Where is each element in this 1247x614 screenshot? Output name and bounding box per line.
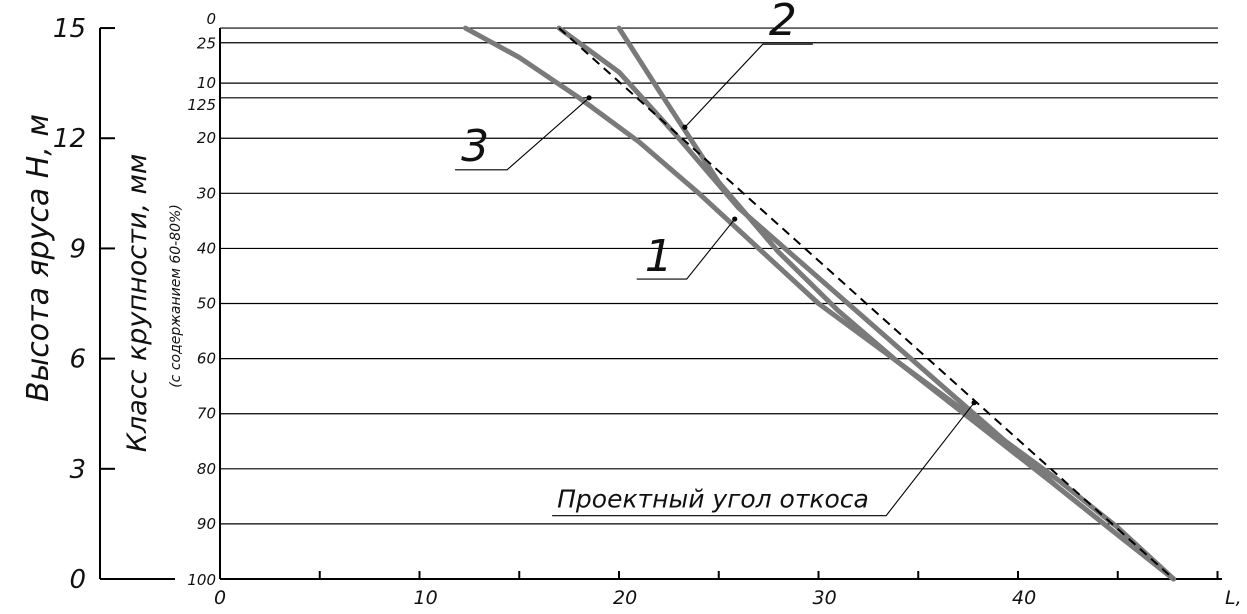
class-tick-label: 20 [197, 129, 216, 147]
height-tick-label: 0 [69, 565, 86, 595]
x-tick-label: 20 [613, 587, 637, 609]
annotation-layer: 1 2 3 Проектный угол откоса [455, 0, 977, 517]
class-tick-label: 60 [197, 350, 216, 368]
class-tick-label: 80 [197, 460, 216, 478]
callout-leader [636, 218, 736, 280]
class-tick-label: 10 [197, 74, 216, 92]
callout-label: 3 [461, 121, 489, 172]
height-axis-label: Высота яруса H, м [21, 114, 56, 402]
class-tick-label: 25 [197, 35, 216, 53]
callout-leader [455, 97, 590, 171]
grid-layer [220, 27, 1218, 525]
height-tick-label: 15 [53, 14, 86, 44]
height-tick-label: 9 [69, 234, 86, 264]
design-slope-line [558, 27, 1175, 580]
class-tick-label: 0 [206, 10, 216, 28]
class-tick-label: 70 [197, 405, 216, 423]
x-axis-label: L, м [1225, 587, 1247, 609]
series-layer [462, 25, 1177, 582]
class-tick-label: 40 [197, 239, 216, 257]
callout-label: Проектный угол откоса [557, 485, 869, 514]
axes-layer [99, 28, 1222, 580]
class-tick-label: 100 [187, 571, 216, 589]
class-axis-sublabel: (с содержанием 60-80%) [168, 204, 184, 388]
height-tick-label: 3 [69, 455, 86, 485]
callout-leader [684, 43, 813, 128]
series-line-3 [462, 25, 1177, 582]
x-tick-label: 40 [1012, 587, 1036, 609]
x-tick-label: 30 [813, 587, 837, 609]
height-tick-label: 6 [69, 345, 86, 375]
class-tick-label: 30 [197, 184, 216, 202]
series-line-2 [616, 25, 1177, 582]
height-tick-label: 12 [53, 124, 86, 154]
class-tick-label: 90 [197, 515, 216, 533]
class-tick-label: 50 [197, 295, 216, 313]
class-tick-label: 125 [187, 96, 216, 114]
callout-leader [552, 402, 975, 517]
class-axis-label: Класс крупности, мм [122, 154, 153, 453]
x-tick-label: 10 [414, 587, 438, 609]
callout-label: 1 [645, 231, 673, 282]
callout-label: 2 [769, 0, 797, 46]
x-tick-label: 0 [214, 587, 226, 609]
